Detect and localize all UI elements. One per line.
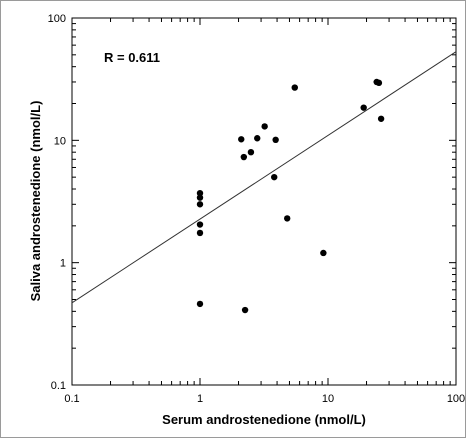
data-point (196, 221, 204, 228)
data-point (196, 189, 204, 197)
y-tick-label: 100 (48, 13, 66, 25)
data-point (254, 135, 261, 142)
data-point (291, 84, 298, 91)
data-point (241, 306, 249, 314)
regression-line (71, 51, 457, 304)
data-point (320, 249, 327, 257)
data-point (196, 229, 204, 237)
x-tick-label: 0.1 (64, 393, 79, 405)
x-tick-label: 1 (197, 393, 203, 405)
y-tick-label: 0.1 (51, 380, 66, 392)
x-tick-label: 10 (322, 393, 334, 405)
data-point (283, 215, 291, 222)
data-point (196, 201, 204, 208)
data-point (272, 136, 279, 144)
data-point (360, 104, 367, 111)
x-axis-title: Serum androstenedione (nmol/L) (162, 412, 366, 427)
data-point (271, 173, 278, 181)
data-point (377, 115, 385, 122)
data-point (196, 300, 204, 308)
correlation-annotation: R = 0.611 (104, 50, 160, 65)
data-point (240, 153, 248, 161)
axis-ticks (71, 17, 457, 386)
y-tick-labels: 0.1 1 10 100 (48, 13, 66, 392)
y-tick-label: 10 (54, 135, 66, 147)
data-point (196, 194, 204, 201)
data-point (375, 79, 383, 87)
x-tick-label: 100 (447, 393, 465, 405)
x-tick-labels: 0.1 1 10 100 (64, 393, 465, 405)
y-axis-title: Saliva androstenedione (nmol/L) (28, 101, 43, 302)
data-points (196, 78, 385, 314)
y-tick-label: 1 (60, 258, 66, 270)
data-point (247, 148, 255, 156)
data-point (238, 136, 245, 143)
data-point (261, 123, 268, 130)
plot-area (71, 17, 457, 386)
